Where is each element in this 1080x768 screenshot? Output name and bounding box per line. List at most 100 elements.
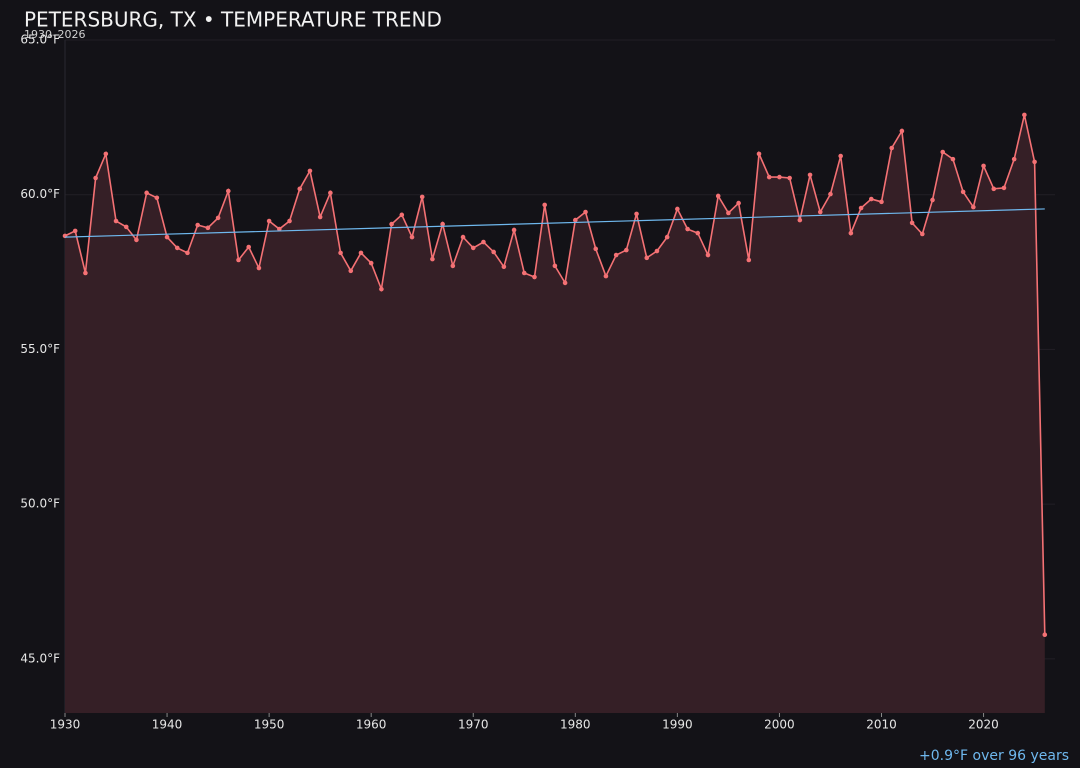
point xyxy=(940,149,946,155)
y-tick-label: 55.0°F xyxy=(20,342,60,356)
point xyxy=(1011,156,1017,162)
x-tick-label: 2010 xyxy=(866,718,897,732)
point xyxy=(532,274,537,280)
point xyxy=(501,264,507,270)
point xyxy=(195,222,200,228)
point xyxy=(419,194,425,200)
point xyxy=(154,195,160,201)
point xyxy=(368,260,374,266)
x-tick-label: 1940 xyxy=(152,718,183,732)
chart-subtitle: 1930–2026 xyxy=(24,28,86,41)
point xyxy=(297,186,303,192)
point xyxy=(920,231,925,237)
trend-line xyxy=(64,208,1045,238)
x-tick-label: 1950 xyxy=(254,718,285,732)
point xyxy=(481,239,486,245)
point xyxy=(960,189,966,195)
point xyxy=(787,175,792,181)
point xyxy=(460,234,466,240)
point xyxy=(358,250,364,256)
area xyxy=(65,114,1045,713)
x-tick-label: 1970 xyxy=(458,718,489,732)
y-tick-label: 65.0°F xyxy=(20,33,60,47)
point xyxy=(164,234,170,240)
point xyxy=(399,212,405,218)
point xyxy=(144,190,149,196)
point xyxy=(879,199,884,205)
point xyxy=(715,193,721,199)
point xyxy=(470,245,476,251)
point xyxy=(644,255,650,261)
point xyxy=(777,174,782,180)
point xyxy=(726,210,731,216)
x-tick-label: 1960 xyxy=(356,718,387,732)
point xyxy=(573,217,578,223)
chart-title: PETERSBURG, TX • TEMPERATURE TREND xyxy=(24,8,442,32)
point xyxy=(113,218,119,224)
point xyxy=(868,196,874,202)
point xyxy=(430,256,435,262)
point xyxy=(562,280,568,286)
point xyxy=(511,227,517,233)
point xyxy=(450,263,456,269)
point xyxy=(613,252,619,258)
point xyxy=(93,175,98,181)
y-tick-label: 60.0°F xyxy=(20,187,60,201)
point xyxy=(746,257,752,263)
point xyxy=(634,211,639,217)
point xyxy=(328,190,333,196)
point xyxy=(909,220,915,226)
point xyxy=(685,226,690,232)
point xyxy=(348,268,354,274)
x-tick-label: 1990 xyxy=(662,718,693,732)
point xyxy=(736,200,741,206)
point xyxy=(389,221,394,227)
point xyxy=(950,156,956,162)
point xyxy=(1042,632,1048,638)
y-tick-label: 50.0°F xyxy=(20,497,60,511)
point xyxy=(838,153,843,159)
point xyxy=(256,265,262,271)
point xyxy=(338,250,343,256)
point xyxy=(1022,112,1027,118)
x-tick-label: 2020 xyxy=(968,718,999,732)
point xyxy=(991,186,997,192)
point xyxy=(981,163,986,169)
point xyxy=(603,273,609,279)
point xyxy=(1001,185,1007,191)
point xyxy=(409,234,415,240)
point xyxy=(756,151,762,157)
point xyxy=(491,249,496,255)
point xyxy=(307,168,313,174)
point xyxy=(828,191,833,197)
point xyxy=(123,224,129,230)
point xyxy=(277,226,282,232)
point xyxy=(246,244,252,250)
point xyxy=(807,172,813,178)
point xyxy=(83,270,88,276)
point xyxy=(1032,159,1037,165)
point xyxy=(287,218,292,224)
point xyxy=(317,214,323,220)
x-tick-label: 1980 xyxy=(560,718,591,732)
point xyxy=(521,270,527,276)
point xyxy=(134,237,139,243)
point xyxy=(817,209,823,215)
point xyxy=(675,206,680,212)
point xyxy=(205,225,211,231)
point xyxy=(236,257,241,263)
point xyxy=(185,250,190,256)
point xyxy=(797,217,803,223)
point xyxy=(705,252,711,258)
point xyxy=(215,215,221,221)
point xyxy=(174,245,180,251)
point xyxy=(624,247,629,253)
point xyxy=(72,228,78,234)
point xyxy=(930,197,935,203)
point xyxy=(103,151,109,157)
point xyxy=(858,205,864,211)
annotation: +0.9°F over 96 years xyxy=(919,748,1069,764)
point xyxy=(695,230,701,236)
point xyxy=(654,248,660,254)
